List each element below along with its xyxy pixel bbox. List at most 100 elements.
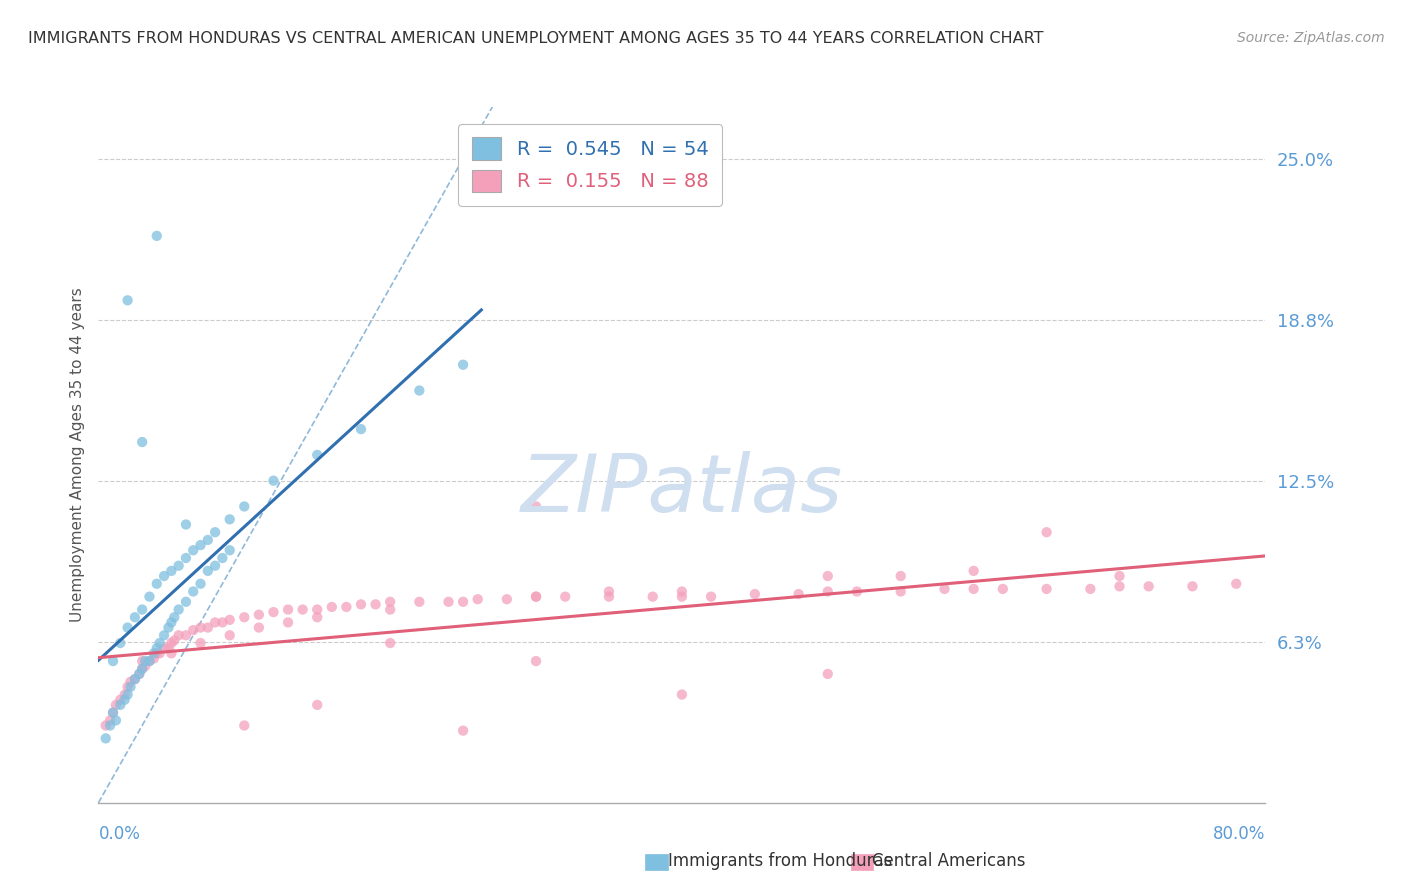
Point — [817, 569, 839, 583]
Point — [149, 646, 172, 660]
Point — [149, 636, 172, 650]
Text: Source: ZipAtlas.com: Source: ZipAtlas.com — [1237, 31, 1385, 45]
Point — [934, 582, 956, 596]
Point — [524, 654, 547, 668]
Point — [233, 610, 256, 624]
Point — [138, 654, 160, 668]
Point — [350, 598, 373, 612]
Point — [218, 543, 240, 558]
Point — [167, 628, 190, 642]
Point — [174, 628, 197, 642]
Point — [174, 595, 197, 609]
Point — [204, 558, 226, 573]
Point — [174, 551, 197, 566]
Point — [131, 662, 153, 676]
Point — [131, 602, 153, 616]
Point — [197, 533, 219, 547]
Point — [277, 602, 299, 616]
Point — [138, 590, 160, 604]
Point — [890, 569, 912, 583]
Point — [1137, 579, 1160, 593]
Point — [307, 602, 329, 616]
Point — [153, 628, 176, 642]
Text: IMMIGRANTS FROM HONDURAS VS CENTRAL AMERICAN UNEMPLOYMENT AMONG AGES 35 TO 44 YE: IMMIGRANTS FROM HONDURAS VS CENTRAL AMER… — [28, 31, 1043, 46]
Text: Immigrants from Honduras: Immigrants from Honduras — [668, 852, 893, 870]
Point — [110, 636, 132, 650]
Point — [124, 610, 146, 624]
Point — [787, 587, 810, 601]
Point — [962, 582, 984, 596]
Text: Central Americans: Central Americans — [872, 852, 1025, 870]
Point — [1035, 582, 1057, 596]
Point — [120, 680, 142, 694]
Point — [146, 646, 169, 660]
Point — [1181, 579, 1204, 593]
Point — [408, 595, 430, 609]
Point — [380, 602, 402, 616]
Point — [142, 651, 165, 665]
Point — [307, 448, 329, 462]
Point — [138, 654, 160, 668]
Point — [364, 598, 387, 612]
Point — [190, 636, 212, 650]
Point — [204, 525, 226, 540]
Point — [451, 595, 474, 609]
Point — [554, 590, 576, 604]
Point — [174, 517, 197, 532]
Point — [160, 646, 183, 660]
Point — [197, 564, 219, 578]
Point — [524, 500, 547, 514]
Y-axis label: Unemployment Among Ages 35 to 44 years: Unemployment Among Ages 35 to 44 years — [69, 287, 84, 623]
Point — [120, 674, 142, 689]
Point — [117, 293, 139, 308]
Point — [451, 723, 474, 738]
Point — [128, 667, 150, 681]
Point — [1225, 576, 1247, 591]
Point — [114, 692, 136, 706]
Point — [117, 621, 139, 635]
Point — [262, 605, 284, 619]
Point — [110, 698, 132, 712]
Point — [142, 646, 165, 660]
Point — [190, 576, 212, 591]
Point — [598, 590, 620, 604]
Point — [524, 590, 547, 604]
Point — [124, 672, 146, 686]
Point — [101, 654, 124, 668]
Point — [110, 692, 132, 706]
Point — [218, 613, 240, 627]
Point — [94, 718, 117, 732]
Point — [157, 621, 180, 635]
Point — [104, 698, 127, 712]
Point — [671, 584, 693, 599]
Point — [700, 590, 723, 604]
Point — [117, 680, 139, 694]
Point — [104, 714, 127, 728]
Point — [204, 615, 226, 630]
Point — [335, 599, 357, 614]
Point — [350, 422, 373, 436]
Point — [181, 584, 204, 599]
Point — [153, 569, 176, 583]
Point — [1108, 569, 1130, 583]
Point — [197, 621, 219, 635]
Point — [131, 435, 153, 450]
Point — [641, 590, 664, 604]
Point — [218, 628, 240, 642]
Point — [247, 621, 270, 635]
Point — [321, 599, 343, 614]
Point — [114, 688, 136, 702]
Point — [134, 659, 156, 673]
Point — [291, 602, 314, 616]
Legend: R =  0.545   N = 54, R =  0.155   N = 88: R = 0.545 N = 54, R = 0.155 N = 88 — [458, 124, 721, 205]
Point — [94, 731, 117, 746]
Point — [124, 672, 146, 686]
Point — [163, 610, 186, 624]
Point — [128, 667, 150, 681]
Point — [451, 358, 474, 372]
Point — [131, 654, 153, 668]
Point — [190, 621, 212, 635]
Point — [380, 595, 402, 609]
Point — [160, 615, 183, 630]
Point — [167, 602, 190, 616]
